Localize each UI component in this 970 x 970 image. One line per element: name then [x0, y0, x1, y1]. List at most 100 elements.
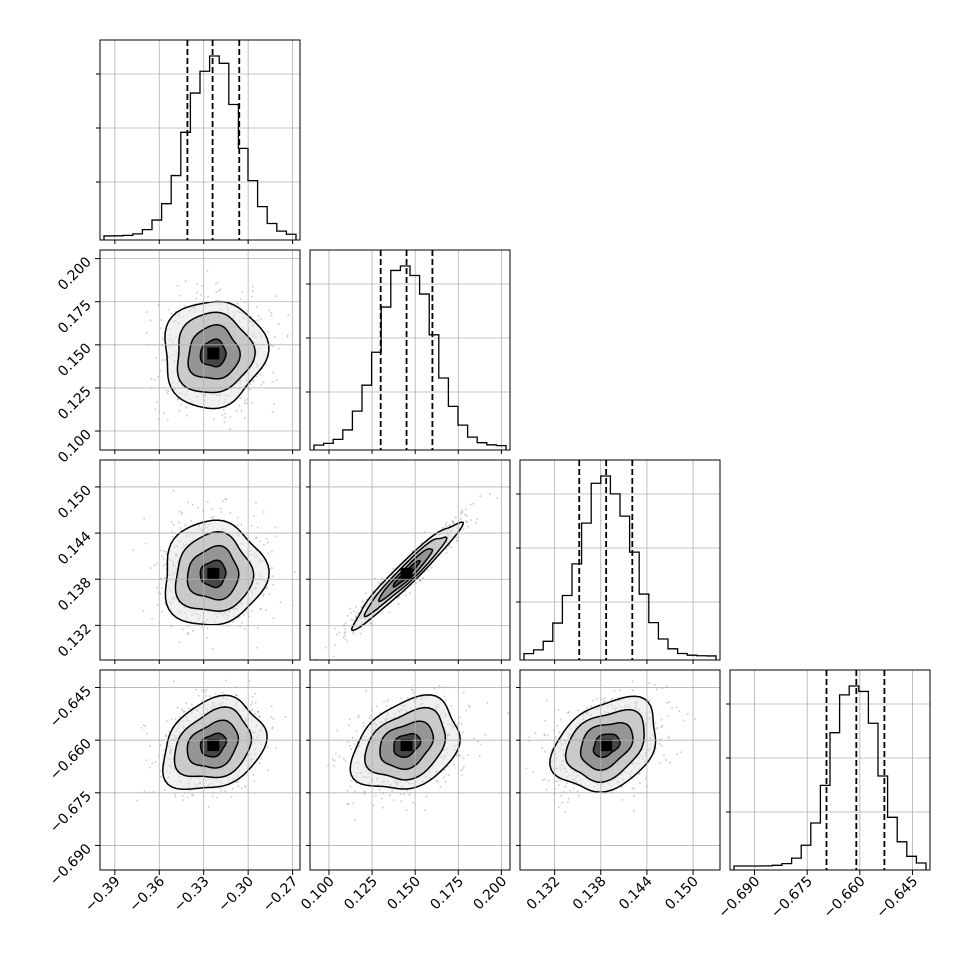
scatter-point: [620, 786, 623, 789]
scatter-point: [207, 295, 210, 298]
scatter-point: [156, 603, 159, 606]
scatter-point: [405, 808, 408, 811]
scatter-point: [427, 569, 430, 572]
scatter-point: [660, 718, 663, 721]
scatter-point: [335, 633, 338, 636]
scatter-point: [256, 526, 259, 529]
scatter-point: [178, 409, 181, 412]
scatter-point: [196, 506, 199, 509]
scatter-point: [460, 517, 463, 520]
scatter-point: [229, 416, 232, 419]
scatter-point: [178, 294, 181, 297]
scatter-point: [212, 418, 215, 421]
scatter-point: [333, 759, 336, 762]
scatter-point: [268, 593, 271, 596]
scatter-point: [554, 736, 557, 739]
scatter-point: [181, 628, 184, 631]
scatter-point: [425, 795, 428, 798]
scatter-point: [148, 766, 151, 769]
scatter-point: [344, 631, 347, 634]
scatter-point: [265, 587, 268, 590]
scatter-point: [144, 542, 147, 545]
scatter-point: [257, 710, 260, 713]
scatter-point: [181, 795, 184, 798]
scatter-point: [162, 564, 165, 567]
scatter-point: [150, 377, 153, 380]
scatter-point: [230, 795, 233, 798]
scatter-point: [160, 577, 163, 580]
scatter-point: [274, 526, 277, 529]
scatter-point: [372, 804, 375, 807]
scatter-point: [224, 416, 227, 419]
scatter-point: [178, 716, 181, 719]
scatter-point: [231, 787, 234, 790]
scatter-point: [174, 793, 177, 796]
scatter-point: [144, 725, 147, 728]
scatter-point: [149, 319, 152, 322]
scatter-point: [215, 796, 218, 799]
scatter-point: [266, 541, 269, 544]
scatter-point: [286, 334, 289, 337]
scatter-point: [338, 631, 341, 634]
scatter-point: [364, 592, 367, 595]
scatter-point: [161, 359, 164, 362]
scatter-point: [187, 632, 190, 635]
scatter-point: [184, 524, 187, 527]
scatter-point: [258, 715, 261, 718]
scatter-point: [452, 521, 455, 524]
scatter-point: [236, 780, 239, 783]
scatter-point: [181, 512, 184, 515]
scatter-point: [167, 390, 170, 393]
scatter-point: [262, 381, 265, 384]
scatter-point: [195, 688, 198, 691]
scatter-point: [190, 519, 193, 522]
scatter-point: [544, 778, 547, 781]
scatter-point: [155, 586, 158, 589]
scatter-point: [350, 618, 353, 621]
scatter-point: [221, 691, 224, 694]
scatter-point: [388, 794, 391, 797]
scatter-point: [462, 757, 465, 760]
scatter-point: [257, 710, 260, 713]
scatter-point: [160, 549, 163, 552]
scatter-point: [240, 787, 243, 790]
scatter-point: [556, 724, 559, 727]
scatter-point: [465, 520, 468, 523]
scatter-point: [600, 698, 603, 701]
scatter-point: [250, 295, 253, 298]
scatter-point: [272, 718, 275, 721]
scatter-point: [254, 701, 257, 704]
scatter-point: [252, 773, 255, 776]
scatter-point: [224, 498, 227, 501]
panel-frame-3-0: [99, 669, 301, 871]
scatter-point: [145, 732, 148, 735]
scatter-point: [255, 306, 258, 309]
scatter-point: [255, 646, 258, 649]
scatter-point: [272, 371, 275, 374]
scatter-point: [257, 319, 260, 322]
scatter-point: [186, 796, 189, 799]
scatter-point: [180, 403, 183, 406]
scatter-point: [200, 626, 203, 629]
scatter-point: [250, 524, 253, 527]
scatter-point: [275, 535, 278, 538]
scatter-point: [381, 806, 384, 809]
scatter-point: [255, 501, 258, 504]
scatter-point: [183, 710, 186, 713]
scatter-point: [439, 785, 442, 788]
scatter-point: [270, 312, 273, 315]
scatter-point: [443, 695, 446, 698]
scatter-point: [349, 611, 352, 614]
scatter-point: [258, 540, 261, 543]
scatter-point: [477, 740, 480, 743]
scatter-point: [388, 611, 391, 614]
scatter-point: [208, 695, 211, 698]
scatter-point: [569, 789, 572, 792]
scatter-point: [271, 566, 274, 569]
scatter-point: [419, 579, 422, 582]
scatter-point: [156, 563, 159, 566]
scatter-point: [172, 680, 175, 683]
scatter-point: [355, 614, 358, 617]
scatter-point: [445, 698, 448, 701]
